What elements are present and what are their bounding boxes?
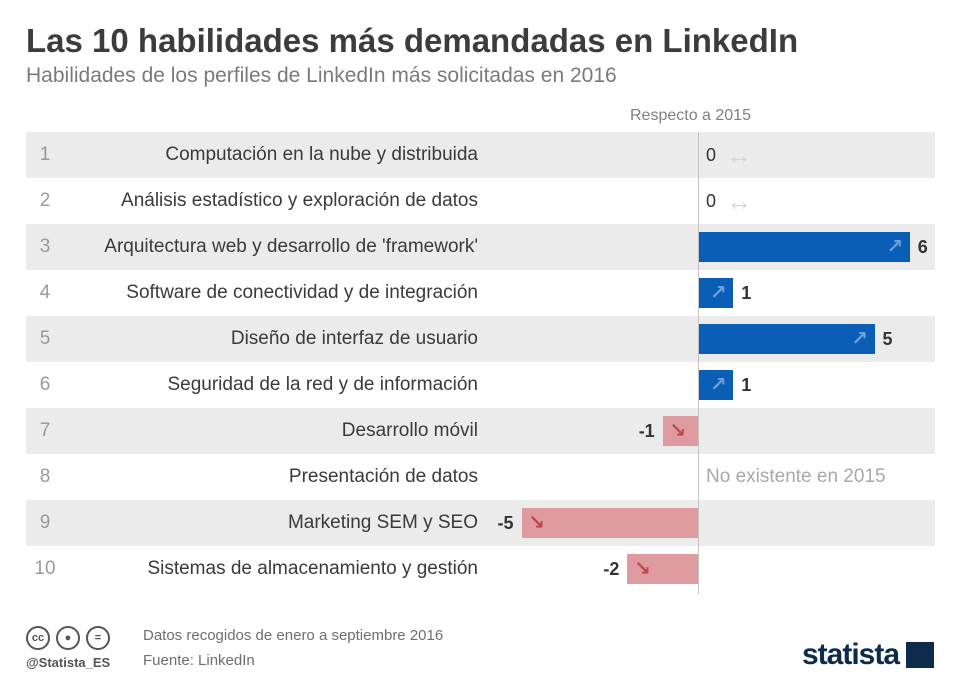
trend-up-arrow-icon: ↗ [709,374,727,396]
category-label: Software de conectividad y de integració… [126,282,478,303]
value-label: 1 [741,375,752,395]
bar: ↗ [698,278,734,308]
bar: ↘ [521,508,698,538]
chart-subtitle: Habilidades de los perfiles de LinkedIn … [26,64,617,87]
trend-up-arrow-icon: ↗ [709,282,727,304]
category-label: Presentación de datos [288,466,478,487]
category-label: Análisis estadístico y exploración de da… [121,190,478,211]
rank-label: 9 [39,512,51,533]
rank-label: 1 [39,144,51,165]
value-label: 1 [741,283,752,303]
trend-down-arrow-icon: ↘ [634,558,651,580]
trend-up-arrow-icon: ↗ [886,236,904,258]
rank-label: 8 [39,466,51,487]
rank-label: 4 [39,282,51,303]
data-note: Datos recogidos de enero a septiembre 20… [143,627,444,644]
rank-label: 10 [34,558,56,579]
value-label: 0 [706,145,717,165]
rank-label: 2 [39,190,51,211]
rank-label: 3 [39,236,51,257]
license-icons: cc ● = [26,626,110,650]
chart-row: 2 Análisis estadístico y exploración de d… [26,178,935,224]
value-label: 5 [882,329,893,349]
value-label: 0 [706,191,717,211]
rank-label: 6 [39,374,51,395]
chart-row: 10 Sistemas de almacenamiento y gestión ↘ -… [26,546,935,592]
value-label: 6 [917,237,928,257]
category-label: Marketing SEM y SEO [287,512,478,533]
value-label: -2 [603,559,620,579]
value-label: -1 [638,421,655,441]
category-label: Arquitectura web y desarrollo de 'framew… [104,236,478,257]
statista-logo: statista [802,638,900,671]
nd-icon: = [86,626,110,650]
category-label: Seguridad de la red y de información [167,374,478,395]
unchanged-arrow-icon: ↔ [726,140,752,170]
bar: ↗ [698,324,875,354]
chart-rows: 1 Computación en la nube y distribuida 0 ↔ 2… [26,132,935,592]
by-icon: ● [56,626,80,650]
rank-label: 5 [39,328,51,349]
bar: ↗ [698,232,910,262]
bar: ↘ [662,416,698,446]
bar: ↗ [698,370,734,400]
chart-row: 6 Seguridad de la red y de información ↗ 1 [26,362,935,408]
trend-up-arrow-icon: ↗ [851,328,868,350]
cc-icon: cc [26,626,50,650]
trend-down-arrow-icon: ↘ [528,512,545,534]
chart-row: 3 Arquitectura web y desarrollo de 'frame… [26,224,935,270]
rank-label: 7 [39,420,51,441]
chart-row: 9 Marketing SEM y SEO ↘ -5 [26,500,935,546]
category-label: Diseño de interfaz de usuario [230,328,478,349]
value-label: -5 [497,513,514,533]
social-handle: @Statista_ES [26,655,111,670]
chart-row: 1 Computación en la nube y distribuida 0 ↔ [26,132,935,178]
category-label: Sistemas de almacenamiento y gestión [147,558,478,579]
chart-row: 8 Presentación de datos No existente en 20… [26,454,935,500]
value-column-header: Respecto a 2015 [630,107,751,124]
category-label: Desarrollo móvil [341,420,478,441]
zero-axis-line [698,132,699,594]
bar: ↘ [627,554,698,584]
chart-row: 7 Desarrollo móvil ↘ -1 [26,408,935,454]
chart-row: 5 Diseño de interfaz de usuario ↗ 5 [26,316,935,362]
source-note: Fuente: LinkedIn [143,652,255,669]
chart-row: 4 Software de conectividad y de integraci… [26,270,935,316]
trend-down-arrow-icon: ↘ [669,420,687,442]
not-available-label: No existente en 2015 [706,466,886,487]
statista-logo-mark [906,642,934,668]
unchanged-arrow-icon: ↔ [726,186,752,216]
category-label: Computación en la nube y distribuida [165,144,478,165]
chart-title: Las 10 habilidades más demandadas en Lin… [26,22,799,59]
